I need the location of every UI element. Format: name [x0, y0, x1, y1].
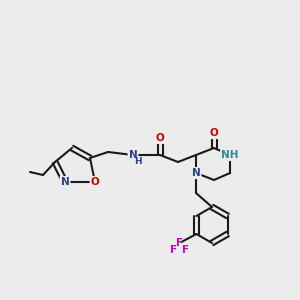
Text: F: F [182, 245, 189, 255]
Text: N: N [61, 177, 69, 187]
Text: F: F [176, 238, 183, 248]
Text: O: O [156, 133, 164, 143]
Text: O: O [210, 128, 218, 138]
Text: NH: NH [221, 150, 239, 160]
Text: O: O [91, 177, 99, 187]
Text: N: N [192, 168, 200, 178]
Text: F: F [170, 245, 177, 255]
Text: N: N [129, 150, 137, 160]
Text: H: H [134, 157, 142, 166]
